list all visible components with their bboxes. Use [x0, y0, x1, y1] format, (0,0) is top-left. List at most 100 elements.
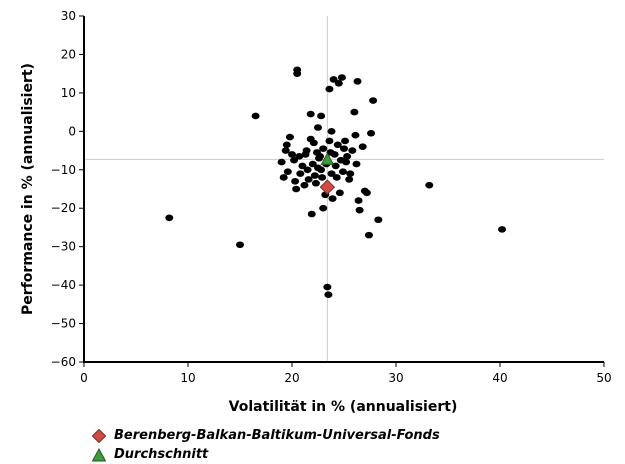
- data-point: [277, 158, 286, 166]
- data-point: [279, 174, 288, 181]
- data-point: [323, 283, 332, 291]
- data-point: [355, 206, 364, 214]
- data-point: [329, 76, 338, 83]
- data-point: [281, 147, 290, 154]
- data-point: [303, 166, 312, 174]
- fund-diamond-icon: [92, 428, 106, 443]
- data-point: [309, 139, 318, 147]
- data-point: [498, 226, 507, 233]
- x-tick-label: 0: [80, 371, 88, 385]
- data-point: [306, 110, 315, 118]
- data-point: [328, 195, 337, 202]
- data-point: [341, 137, 350, 145]
- data-point: [295, 153, 304, 160]
- data-point: [367, 129, 376, 137]
- data-point: [338, 168, 347, 175]
- data-point: [293, 70, 302, 77]
- data-point: [319, 204, 328, 212]
- data-point: [296, 170, 305, 177]
- y-tick-label: 10: [61, 86, 76, 100]
- axes: [83, 16, 604, 363]
- x-axis-ticks: 0 10 20 30 40 50: [80, 362, 612, 385]
- data-point: [311, 179, 320, 187]
- data-point: [314, 124, 322, 131]
- data-point: [343, 153, 352, 160]
- data-point: [291, 178, 300, 185]
- y-tick-label: 30: [61, 9, 76, 23]
- data-point: [327, 170, 336, 177]
- data-point: [342, 158, 351, 166]
- data-point: [288, 151, 296, 158]
- data-point: [362, 189, 371, 197]
- data-point: [369, 97, 378, 104]
- data-point: [317, 112, 326, 120]
- data-point: [332, 174, 341, 181]
- y-tick-label: 0: [68, 124, 76, 138]
- data-point: [345, 176, 354, 183]
- y-tick-label: −30: [51, 240, 76, 254]
- data-point: [300, 181, 309, 189]
- data-point: [319, 145, 328, 152]
- y-tick-label: −20: [51, 201, 76, 215]
- data-point: [340, 145, 348, 152]
- data-point: [307, 210, 316, 218]
- data-point: [352, 160, 361, 168]
- y-tick-label: −50: [51, 317, 76, 331]
- data-point: [346, 170, 355, 177]
- legend-item-fund: Berenberg-Balkan-Baltikum-Universal-Fond…: [92, 426, 440, 445]
- data-point: [325, 85, 334, 93]
- data-point: [333, 141, 342, 149]
- data-point: [350, 108, 359, 116]
- data-point: [236, 241, 244, 249]
- data-point: [290, 156, 299, 164]
- average-marker: [320, 152, 335, 165]
- data-point: [282, 141, 291, 149]
- data-point: [354, 197, 363, 204]
- legend-label-fund: Berenberg-Balkan-Baltikum-Universal-Fond…: [114, 428, 440, 443]
- data-point: [425, 181, 434, 189]
- data-point: [316, 153, 325, 160]
- y-axis-ticks: 30 20 10 0 −10 −20 −30 −40 −50 −60: [51, 9, 84, 369]
- data-point: [337, 74, 346, 81]
- data-point: [324, 291, 333, 299]
- x-tick-label: 50: [596, 371, 611, 385]
- y-tick-label: −10: [51, 163, 76, 177]
- data-point: [325, 137, 334, 145]
- data-points: [165, 66, 507, 299]
- y-tick-label: 20: [61, 47, 76, 61]
- x-tick-label: 40: [492, 371, 507, 385]
- data-point: [353, 78, 362, 85]
- data-point: [351, 131, 360, 139]
- data-point: [327, 128, 336, 135]
- legend-item-average: Durchschnitt: [92, 445, 440, 464]
- data-point: [348, 147, 357, 154]
- data-point: [165, 214, 174, 222]
- x-tick-label: 20: [284, 371, 299, 385]
- data-point: [304, 176, 313, 183]
- data-point: [364, 231, 373, 239]
- x-tick-label: 10: [180, 371, 195, 385]
- data-point: [334, 79, 343, 87]
- data-point: [283, 168, 292, 175]
- data-point: [330, 151, 339, 158]
- data-point: [308, 160, 317, 168]
- fund-marker: [319, 179, 336, 195]
- data-point: [335, 189, 344, 197]
- data-point: [310, 172, 319, 179]
- y-tick-label: −60: [51, 355, 76, 369]
- data-point: [302, 147, 311, 154]
- legend: Berenberg-Balkan-Baltikum-Universal-Fond…: [92, 426, 440, 464]
- data-point: [374, 216, 383, 224]
- x-axis-title: Volatilität in % (annualisiert): [229, 399, 458, 415]
- data-point: [298, 162, 307, 170]
- y-tick-label: −40: [51, 278, 76, 292]
- legend-label-average: Durchschnitt: [114, 447, 209, 462]
- data-point: [358, 143, 367, 151]
- data-point: [285, 133, 294, 141]
- data-point: [251, 112, 260, 120]
- average-triangle-icon: [92, 447, 106, 461]
- data-point: [317, 166, 326, 174]
- y-axis-title: Performance in % (annualisiert): [20, 63, 36, 315]
- data-point: [318, 174, 327, 181]
- reference-lines: [84, 16, 604, 362]
